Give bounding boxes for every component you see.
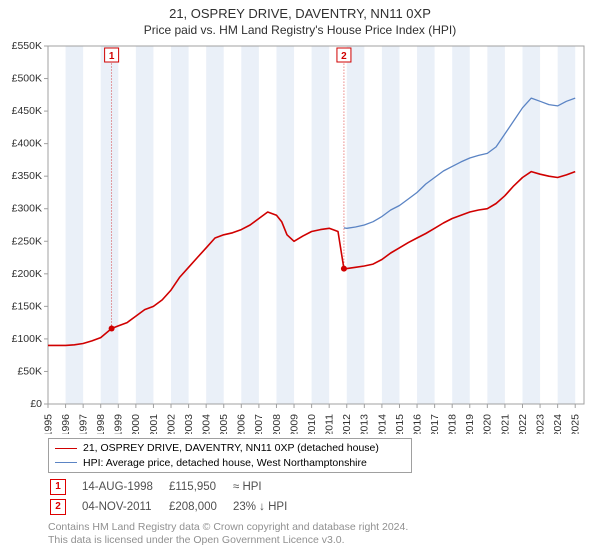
legend-label: HPI: Average price, detached house, West… <box>83 456 367 470</box>
svg-text:2022: 2022 <box>517 414 529 434</box>
transaction-change: 23% ↓ HPI <box>233 498 301 516</box>
svg-text:1995: 1995 <box>42 414 54 434</box>
svg-text:£400K: £400K <box>12 138 42 150</box>
svg-text:2: 2 <box>341 51 347 62</box>
svg-text:2021: 2021 <box>499 414 511 434</box>
svg-text:2011: 2011 <box>324 414 336 434</box>
chart-svg: £0 £50K £100K £150K £200K £250K £300K £350K £400… <box>10 42 590 434</box>
svg-text:2000: 2000 <box>130 414 142 434</box>
legend-swatch <box>55 448 77 449</box>
footnote-line: Contains HM Land Registry data © Crown c… <box>48 521 590 534</box>
svg-text:£200K: £200K <box>12 268 42 280</box>
legend-label: 21, OSPREY DRIVE, DAVENTRY, NN11 0XP (de… <box>83 441 379 455</box>
transaction-price: £208,000 <box>169 498 231 516</box>
transaction-date: 04-NOV-2011 <box>82 498 167 516</box>
footnote-line: This data is licensed under the Open Gov… <box>48 534 590 547</box>
legend: 21, OSPREY DRIVE, DAVENTRY, NN11 0XP (de… <box>48 438 412 472</box>
svg-text:2014: 2014 <box>376 414 388 434</box>
svg-text:2018: 2018 <box>447 414 459 434</box>
svg-text:1: 1 <box>109 51 115 62</box>
svg-text:2010: 2010 <box>306 414 318 434</box>
svg-text:2012: 2012 <box>341 414 353 434</box>
svg-text:1998: 1998 <box>95 414 107 434</box>
table-row: 2 04-NOV-2011 £208,000 23% ↓ HPI <box>50 498 301 516</box>
svg-text:£350K: £350K <box>12 171 42 183</box>
svg-text:£150K: £150K <box>12 301 42 313</box>
marker-badge: 1 <box>50 479 66 495</box>
svg-text:2005: 2005 <box>218 414 230 434</box>
svg-text:2009: 2009 <box>288 414 300 434</box>
svg-text:£250K: £250K <box>12 236 42 248</box>
legend-item: HPI: Average price, detached house, West… <box>55 456 405 470</box>
svg-text:£450K: £450K <box>12 106 42 118</box>
svg-text:2015: 2015 <box>394 414 406 434</box>
legend-item: 21, OSPREY DRIVE, DAVENTRY, NN11 0XP (de… <box>55 441 405 455</box>
transactions-table: 1 14-AUG-1998 £115,950 ≈ HPI 2 04-NOV-20… <box>48 476 303 518</box>
marker-badge: 2 <box>50 499 66 515</box>
svg-text:£550K: £550K <box>12 42 42 52</box>
footnote: Contains HM Land Registry data © Crown c… <box>48 521 590 547</box>
svg-text:2023: 2023 <box>534 414 546 434</box>
legend-swatch <box>55 462 77 463</box>
transaction-price: £115,950 <box>169 478 231 496</box>
svg-text:2013: 2013 <box>359 414 371 434</box>
svg-text:2016: 2016 <box>411 414 423 434</box>
price-chart: £0 £50K £100K £150K £200K £250K £300K £350K £400… <box>10 42 590 434</box>
svg-text:£500K: £500K <box>12 73 42 85</box>
svg-text:£300K: £300K <box>12 203 42 215</box>
svg-text:2001: 2001 <box>148 414 160 434</box>
svg-text:2024: 2024 <box>552 414 564 434</box>
svg-text:2006: 2006 <box>236 414 248 434</box>
svg-text:2020: 2020 <box>482 414 494 434</box>
page-subtitle: Price paid vs. HM Land Registry's House … <box>10 23 590 39</box>
transaction-change: ≈ HPI <box>233 478 301 496</box>
svg-text:£50K: £50K <box>17 366 42 378</box>
svg-text:1997: 1997 <box>78 414 90 434</box>
transaction-date: 14-AUG-1998 <box>82 478 167 496</box>
svg-text:£100K: £100K <box>12 333 42 345</box>
svg-text:£0: £0 <box>30 398 42 410</box>
svg-text:2002: 2002 <box>165 414 177 434</box>
svg-text:2017: 2017 <box>429 414 441 434</box>
svg-text:1999: 1999 <box>113 414 125 434</box>
svg-text:2019: 2019 <box>464 414 476 434</box>
svg-text:2004: 2004 <box>201 414 213 434</box>
svg-text:2003: 2003 <box>183 414 195 434</box>
svg-text:2007: 2007 <box>253 414 265 434</box>
svg-text:2008: 2008 <box>271 414 283 434</box>
svg-text:1996: 1996 <box>60 414 72 434</box>
table-row: 1 14-AUG-1998 £115,950 ≈ HPI <box>50 478 301 496</box>
page-title: 21, OSPREY DRIVE, DAVENTRY, NN11 0XP <box>10 6 590 23</box>
svg-text:2025: 2025 <box>570 414 582 434</box>
